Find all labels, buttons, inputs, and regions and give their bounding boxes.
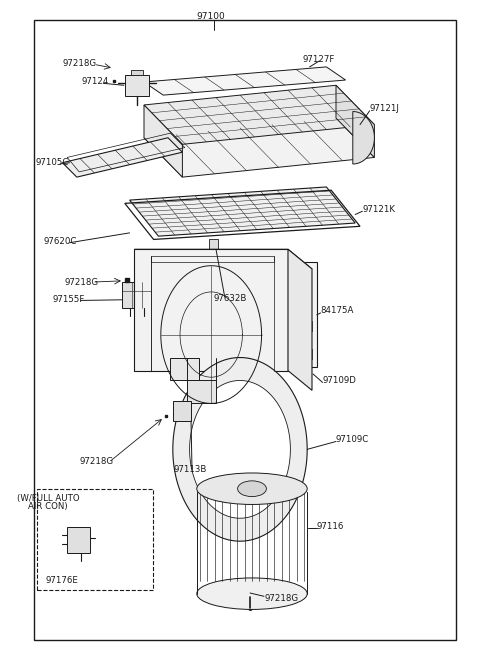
Polygon shape	[173, 401, 191, 421]
Polygon shape	[144, 118, 374, 177]
Text: 97218G: 97218G	[62, 59, 96, 68]
Text: 84175A: 84175A	[321, 306, 354, 315]
Polygon shape	[131, 70, 143, 75]
Text: 97113B: 97113B	[174, 464, 207, 474]
Polygon shape	[173, 358, 307, 541]
Text: 97127F: 97127F	[302, 54, 335, 64]
Polygon shape	[134, 249, 312, 269]
Polygon shape	[125, 75, 149, 96]
Text: 97105C: 97105C	[36, 158, 70, 167]
Text: 97121J: 97121J	[370, 104, 399, 113]
Polygon shape	[298, 262, 317, 367]
Bar	[34, 20, 456, 640]
Ellipse shape	[238, 481, 266, 497]
Polygon shape	[144, 85, 374, 144]
Polygon shape	[144, 67, 346, 95]
Text: 97109D: 97109D	[323, 376, 357, 385]
Text: AIR CON): AIR CON)	[28, 502, 68, 511]
Text: 97218G: 97218G	[265, 594, 299, 603]
Text: 97155F: 97155F	[53, 295, 85, 304]
Ellipse shape	[197, 473, 307, 504]
Text: 97124: 97124	[82, 77, 109, 86]
Text: 97632B: 97632B	[214, 294, 247, 303]
Text: 97121K: 97121K	[362, 205, 396, 215]
Text: (W/FULL AUTO: (W/FULL AUTO	[17, 494, 79, 503]
Polygon shape	[144, 105, 182, 177]
Text: 97176E: 97176E	[46, 576, 79, 585]
Text: 97116: 97116	[317, 522, 344, 531]
Text: 97109C: 97109C	[336, 435, 369, 444]
Polygon shape	[134, 249, 288, 371]
Polygon shape	[67, 527, 90, 553]
Polygon shape	[190, 380, 290, 518]
Polygon shape	[353, 112, 374, 164]
Polygon shape	[62, 138, 182, 177]
Polygon shape	[336, 85, 374, 157]
Text: 97100: 97100	[197, 12, 226, 21]
Polygon shape	[170, 358, 199, 380]
Text: 97218G: 97218G	[65, 277, 99, 287]
Polygon shape	[122, 282, 151, 308]
Text: 97218G: 97218G	[79, 457, 113, 466]
Polygon shape	[130, 187, 355, 236]
Polygon shape	[209, 239, 218, 249]
Polygon shape	[187, 380, 216, 403]
Polygon shape	[288, 249, 312, 390]
Ellipse shape	[197, 578, 307, 609]
Text: 97620C: 97620C	[43, 237, 77, 246]
